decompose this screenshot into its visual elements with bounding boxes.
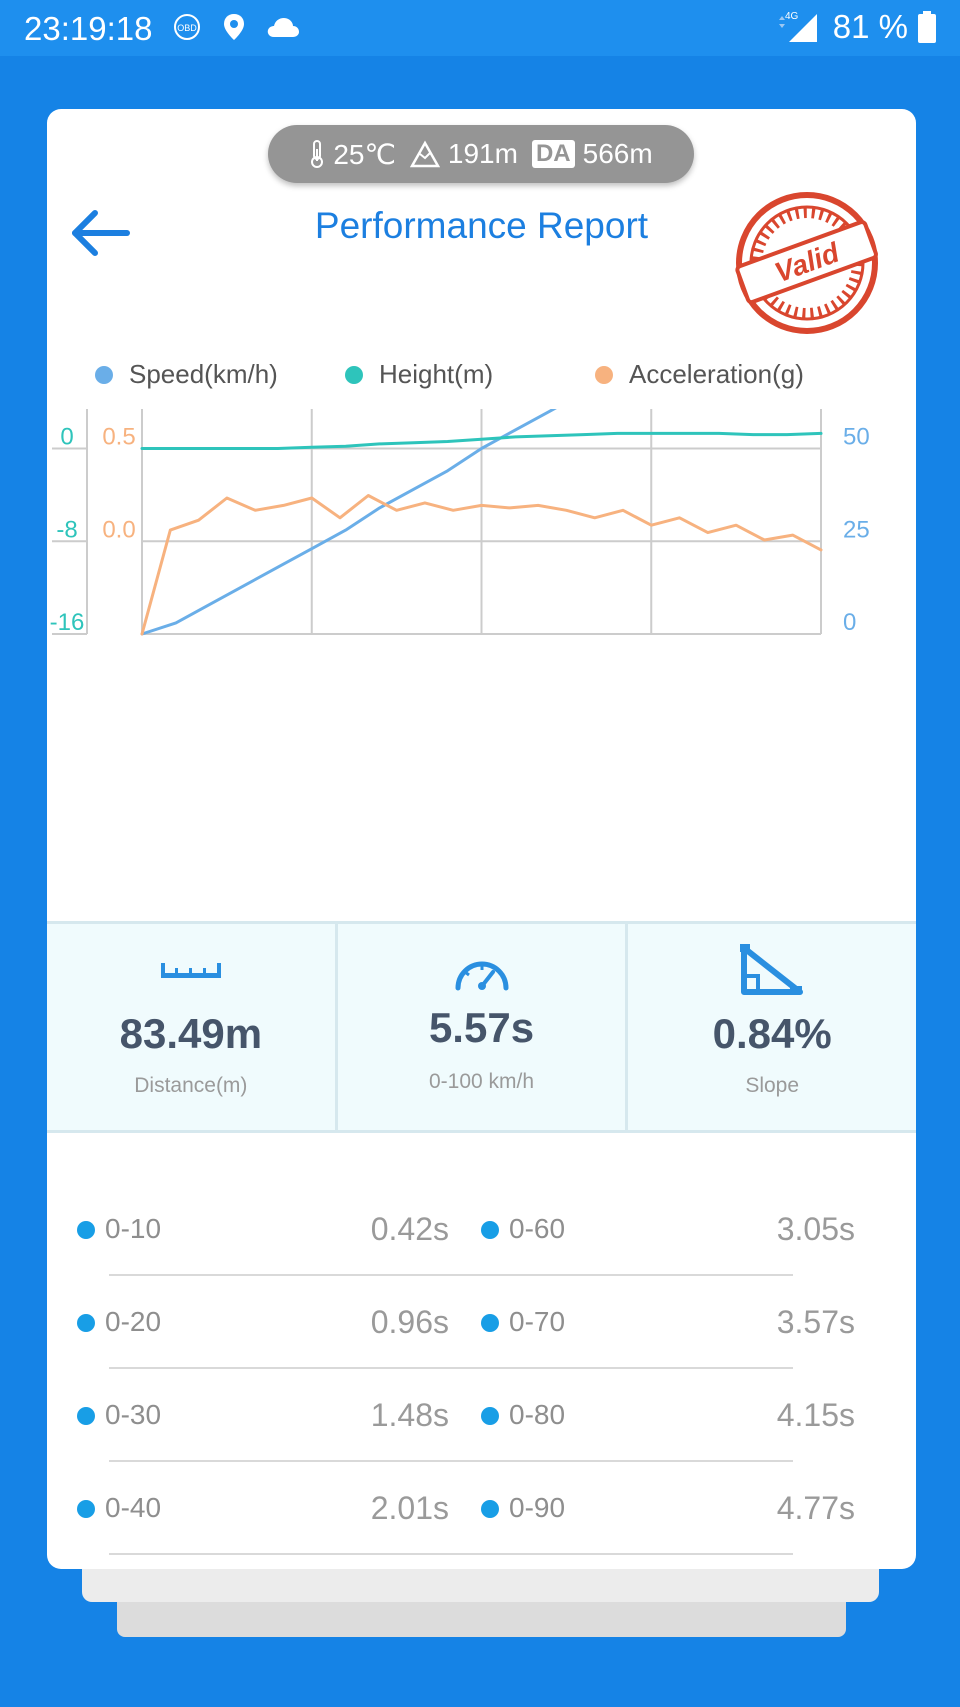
speed-tick-label: 0 [843,609,856,636]
performance-chart: 1680-8-161.510.50.01007550250 [50,409,870,636]
acceleration-time-label: 0-100 km/h [428,1070,535,1093]
split-dot [481,1221,499,1239]
battery-percent: 81 % [832,8,908,45]
split-row: 0-20 0.96s 0-70 3.57s [47,1276,916,1369]
legend-label: Speed(km/h) [129,359,278,389]
split-label: 0-70 [509,1306,566,1337]
split-label: 0-10 [105,1213,162,1244]
status-time: 23:19:18 [24,10,153,47]
speed-tick-label: 25 [843,516,870,543]
status-bar: 23:19:18 OBD 4G 81 % [0,0,960,56]
split-dot [77,1407,95,1425]
stat-0-100: 5.57s 0-100 km/h [334,924,626,1130]
slope-value: 0.84% [712,1010,832,1057]
split-dot [77,1500,95,1518]
legend-dot [345,365,363,384]
acceleration-series-line [140,494,823,636]
svg-text:OBD: OBD [177,23,197,33]
split-value: 0.96s [370,1304,449,1340]
thermometer-icon [311,140,324,168]
row-divider [109,1274,793,1276]
legend-dot [595,365,613,384]
chart-legend: Speed(km/h) Height(m) Acceleration(g) [69,359,909,399]
page-title: Performance Report [314,205,649,246]
distance-value: 83.49m [119,1010,263,1057]
split-item: 0-70 3.57s [447,1276,916,1369]
split-dot [481,1407,499,1425]
obd-icon: OBD [174,14,200,40]
distance-label: Distance(m) [134,1074,248,1097]
split-label: 0-40 [105,1492,162,1523]
height-tick-label: -16 [50,609,85,636]
legend-label: Height(m) [379,359,494,389]
row-divider [109,1460,793,1462]
split-value: 2.01s [370,1490,449,1526]
split-value: 1.48s [370,1397,449,1433]
split-value: 3.57s [776,1304,855,1340]
split-value: 3.05s [776,1211,855,1247]
legend-dot [95,365,113,384]
split-item: 0-40 2.01s [47,1462,467,1555]
split-item: 0-60 3.05s [447,1183,916,1276]
split-row: 0-10 0.42s 0-60 3.05s [47,1183,916,1276]
density-altitude-badge: DA [531,140,575,168]
split-dot [77,1221,95,1239]
split-value: 4.15s [776,1397,855,1433]
split-item: 0-30 1.48s [47,1369,467,1462]
split-item: 0-10 0.42s [47,1183,467,1276]
location-icon [224,14,244,40]
mountain-icon [409,140,440,168]
density-altitude-value: 566m [582,138,653,169]
split-label: 0-80 [509,1399,566,1430]
legend-label: Acceleration(g) [629,359,804,389]
legend-item-acceleration: Acceleration(g) [595,359,804,390]
speed-series-line [140,409,557,636]
temperature-value: 25℃ [333,138,396,170]
ruler-icon [160,963,221,978]
row-divider [109,1553,793,1555]
network-type: 4G [785,11,799,22]
stat-slope: 0.84% Slope [625,924,916,1130]
split-label: 0-30 [105,1399,162,1430]
split-value: 4.77s [776,1490,855,1526]
split-item: 0-90 4.77s [447,1462,916,1555]
split-item: 0-20 0.96s [47,1276,467,1369]
height-tick-label: 0 [60,424,73,451]
acceleration-tick-label: 0.5 [102,424,135,451]
split-dot [481,1314,499,1332]
legend-item-height: Height(m) [345,359,493,390]
slope-label: Slope [745,1074,800,1097]
split-value: 0.42s [370,1211,449,1247]
split-dot [481,1500,499,1518]
environment-pill: 25℃ 191m DA 566m [268,125,694,183]
split-label: 0-90 [509,1492,566,1523]
stat-distance: 83.49m Distance(m) [47,924,335,1130]
cloud-icon [267,18,299,37]
height-series-line [140,431,823,450]
acceleration-time-value: 5.57s [428,1004,535,1051]
back-arrow-icon[interactable] [65,203,135,263]
split-item: 0-80 4.15s [447,1369,916,1462]
slope-icon [740,944,804,995]
summary-stats: 83.49m Distance(m) 5.57s 0-100 km/h 0.84… [47,921,916,1133]
signal-icon: 4G [778,11,817,42]
split-dot [77,1314,95,1332]
row-divider [109,1367,793,1369]
speed-tick-label: 50 [843,424,870,451]
split-label: 0-60 [509,1213,566,1244]
valid-stamp-icon: Valid [735,192,878,334]
altitude-value: 191m [447,138,518,169]
acceleration-tick-label: 0.0 [102,516,135,543]
split-label: 0-20 [105,1306,162,1337]
speedometer-icon [455,961,508,991]
battery-icon [918,11,936,43]
split-row: 0-30 1.48s 0-80 4.15s [47,1369,916,1462]
height-tick-label: -8 [56,516,77,543]
legend-item-speed: Speed(km/h) [95,359,278,390]
performance-report-card: 25℃ 191m DA 566m Performance Report Vali… [47,109,916,1569]
split-row: 0-40 2.01s 0-90 4.77s [47,1462,916,1555]
